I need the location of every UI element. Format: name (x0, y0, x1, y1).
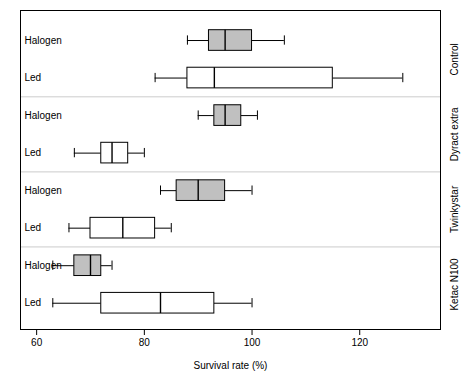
svg-text:Led: Led (25, 222, 42, 233)
svg-text:Ketac N100: Ketac N100 (449, 258, 460, 311)
svg-text:Halogen: Halogen (25, 185, 62, 196)
svg-text:Halogen: Halogen (25, 260, 62, 271)
svg-text:Led: Led (25, 72, 42, 83)
svg-text:Led: Led (25, 297, 42, 308)
svg-text:Twinkystar: Twinkystar (449, 185, 460, 233)
svg-text:60: 60 (31, 337, 43, 348)
svg-text:Halogen: Halogen (25, 35, 62, 46)
svg-text:80: 80 (139, 337, 151, 348)
svg-text:Control: Control (449, 43, 460, 75)
svg-text:Dyract extra: Dyract extra (449, 107, 460, 161)
svg-text:Led: Led (25, 147, 42, 158)
svg-text:Survival rate (%): Survival rate (%) (194, 360, 268, 371)
svg-text:120: 120 (351, 337, 368, 348)
svg-text:Halogen: Halogen (25, 110, 62, 121)
svg-text:100: 100 (244, 337, 261, 348)
